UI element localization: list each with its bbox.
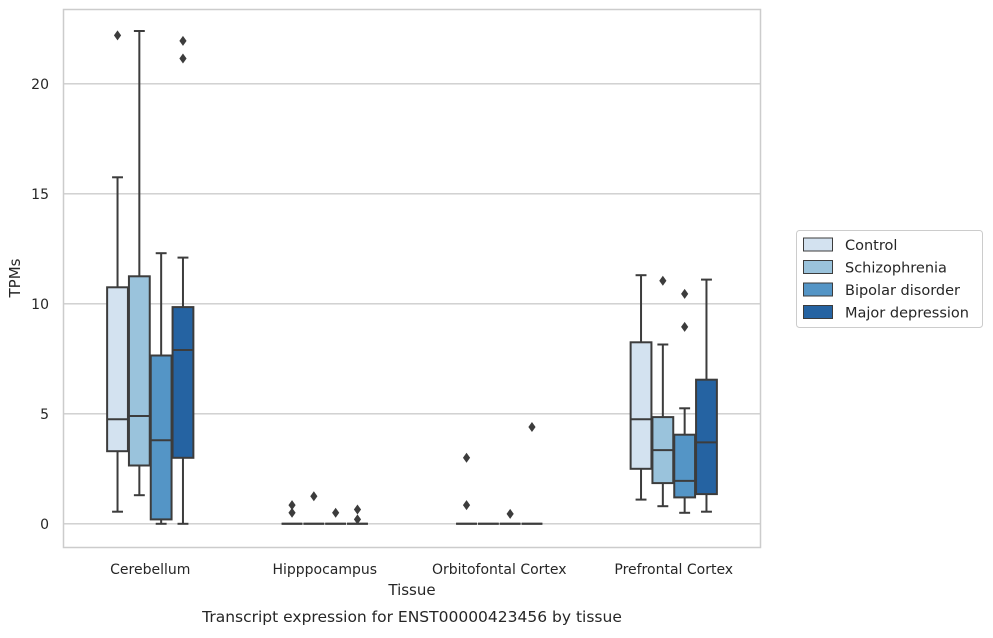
outlier-point bbox=[681, 321, 689, 332]
legend-label: Major depression bbox=[845, 306, 969, 322]
outlier-point bbox=[179, 35, 187, 46]
box bbox=[127, 275, 151, 467]
outlier-point bbox=[288, 500, 296, 511]
outlier-point bbox=[353, 504, 362, 515]
x-tick-label: Prefrontal Cortex bbox=[614, 562, 733, 578]
y-tick-label: 0 bbox=[40, 517, 49, 533]
box-group bbox=[521, 422, 543, 525]
y-tick-label: 10 bbox=[31, 297, 49, 313]
legend: Control Schizophrenia Bipolar disorder Majo… bbox=[796, 230, 983, 328]
outlier-point bbox=[310, 491, 318, 502]
outlier-point bbox=[353, 514, 362, 525]
x-tick-label: Hipppocampus bbox=[272, 562, 377, 578]
box bbox=[629, 341, 653, 470]
box-group bbox=[303, 491, 325, 525]
box-group bbox=[456, 452, 477, 525]
box-group bbox=[171, 35, 195, 525]
box-group bbox=[149, 252, 173, 525]
outlier-point bbox=[332, 507, 340, 518]
legend-label: Control bbox=[845, 238, 897, 254]
box-group bbox=[673, 288, 697, 514]
legend-swatch bbox=[803, 305, 833, 319]
plot-frame bbox=[62, 8, 762, 549]
x-tick-label: Cerebellum bbox=[110, 562, 190, 578]
box bbox=[106, 286, 129, 453]
box-group bbox=[651, 275, 675, 508]
outlier-point bbox=[681, 288, 689, 299]
box-group bbox=[347, 504, 368, 525]
outlier-point bbox=[462, 500, 471, 511]
x-tick-labels: Cerebellum Hipppocampus Orbitofontal Corte… bbox=[110, 562, 733, 578]
box-group bbox=[325, 507, 347, 525]
outlier-point bbox=[288, 507, 296, 518]
chart-caption: Transcript expression for ENST0000042345… bbox=[201, 608, 622, 626]
legend-swatch bbox=[803, 260, 833, 274]
box-group bbox=[695, 278, 718, 513]
boxes bbox=[106, 30, 718, 525]
legend-label: Bipolar disorder bbox=[845, 283, 960, 299]
legend-swatch bbox=[803, 237, 833, 252]
outlier-point bbox=[179, 53, 187, 64]
outlier-point bbox=[113, 30, 122, 41]
box-group bbox=[127, 30, 151, 497]
legend-swatch bbox=[803, 282, 833, 297]
y-tick-label: 15 bbox=[31, 187, 49, 203]
box-group bbox=[499, 508, 521, 525]
y-tick-labels: 0 5 10 15 20 bbox=[31, 77, 49, 533]
y-tick-label: 5 bbox=[40, 407, 49, 423]
outlier-point bbox=[506, 508, 514, 519]
box-group bbox=[281, 500, 303, 525]
y-axis-label: TPMs bbox=[6, 258, 24, 298]
outlier-point bbox=[528, 422, 536, 432]
y-tick-label: 20 bbox=[31, 77, 49, 93]
box bbox=[171, 306, 195, 459]
box bbox=[149, 354, 173, 521]
box bbox=[673, 433, 697, 499]
outlier-point bbox=[462, 452, 471, 463]
x-axis-label: Tissue bbox=[387, 581, 435, 599]
legend-label: Schizophrenia bbox=[845, 261, 947, 277]
legend-frame bbox=[796, 230, 983, 328]
outlier-point bbox=[659, 275, 667, 286]
x-tick-label: Orbitofontal Cortex bbox=[432, 562, 567, 578]
box-group bbox=[106, 30, 129, 513]
box-group bbox=[629, 274, 653, 501]
box bbox=[695, 378, 718, 496]
